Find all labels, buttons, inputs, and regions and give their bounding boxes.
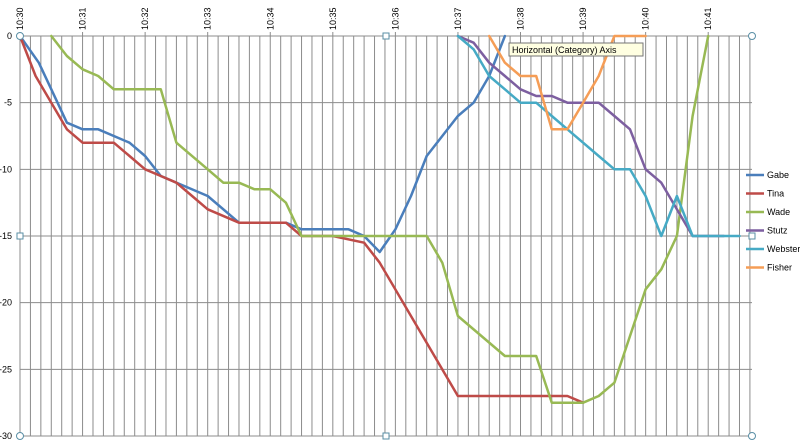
y-tick-label: -5 bbox=[4, 98, 12, 108]
gridlines bbox=[20, 35, 752, 437]
resize-handle bbox=[748, 32, 756, 40]
legend-label-fisher: Fisher bbox=[767, 263, 792, 273]
y-tick-label: -25 bbox=[0, 364, 12, 374]
x-tick-label: 10:31 bbox=[78, 7, 88, 30]
axes: 0 -5 -10 -15 -20 -25 -30 10:30 10:31 10:32 10:33 10… bbox=[0, 7, 713, 440]
resize-handle bbox=[748, 432, 756, 440]
tooltip-label: Horizontal (Category) Axis bbox=[512, 45, 617, 55]
resize-handle bbox=[748, 232, 756, 240]
axis-tooltip: Horizontal (Category) Axis bbox=[508, 42, 644, 57]
x-tick-label: 10:30 bbox=[15, 7, 25, 30]
series-lines bbox=[18, 34, 741, 404]
selection-handles[interactable] bbox=[16, 32, 756, 440]
y-tick-label: -20 bbox=[0, 298, 12, 308]
y-tick-label: -10 bbox=[0, 164, 12, 174]
x-tick-label: 10:38 bbox=[516, 7, 526, 30]
legend-label-wade: Wade bbox=[767, 207, 790, 217]
series-line-wade bbox=[50, 34, 710, 404]
x-tick-label: 10:37 bbox=[453, 7, 463, 30]
resize-handle bbox=[16, 432, 24, 440]
legend-label-gabe: Gabe bbox=[767, 170, 789, 180]
resize-handle bbox=[16, 232, 24, 240]
x-tick-label: 10:36 bbox=[390, 7, 400, 30]
resize-handle bbox=[382, 32, 390, 40]
resize-handle bbox=[382, 432, 390, 440]
legend-label-stutz: Stutz bbox=[767, 226, 788, 236]
legend: Gabe Tina Wade Stutz Webster Fisher bbox=[746, 170, 800, 273]
x-tick-label: 10:41 bbox=[703, 7, 713, 30]
x-tick-label: 10:32 bbox=[140, 7, 150, 30]
series-line-gabe bbox=[18, 34, 507, 254]
x-tick-label: 10:33 bbox=[203, 7, 213, 30]
legend-label-tina: Tina bbox=[767, 189, 784, 199]
tooltip-box bbox=[508, 42, 644, 57]
resize-handle bbox=[16, 32, 24, 40]
series-line-stutz bbox=[456, 34, 726, 238]
y-tick-label: -30 bbox=[0, 431, 12, 440]
series-line-tina bbox=[18, 34, 585, 404]
y-tick-label: -15 bbox=[0, 231, 12, 241]
x-tick-label: 10:39 bbox=[578, 7, 588, 30]
legend-label-webster: Webster bbox=[767, 244, 800, 254]
x-tick-label: 10:35 bbox=[328, 7, 338, 30]
x-tick-label: 10:34 bbox=[265, 7, 275, 30]
x-tick-label: 10:40 bbox=[641, 7, 651, 30]
series-line-webster bbox=[456, 34, 741, 238]
y-tick-label: 0 bbox=[7, 31, 12, 41]
